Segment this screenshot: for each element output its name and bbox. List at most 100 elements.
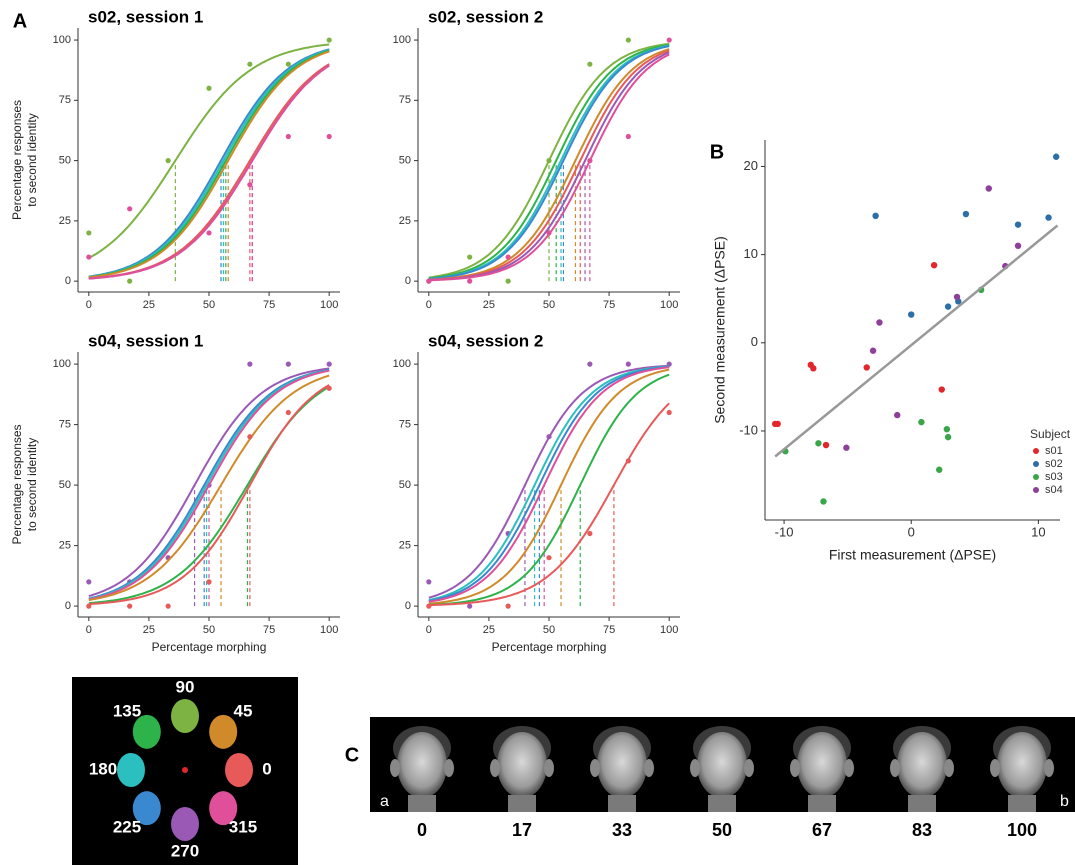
data-point [505, 603, 511, 609]
fit-curve [428, 365, 670, 602]
fit-curve [88, 64, 330, 280]
data-point [165, 158, 171, 164]
fit-curve [88, 43, 330, 260]
fit-curve [428, 368, 670, 605]
y-tick-label: 100 [393, 358, 411, 370]
face-ear [490, 759, 500, 777]
face [897, 732, 947, 798]
legend-swatch [1033, 487, 1039, 493]
data-point [587, 158, 593, 164]
legend-swatch [1033, 474, 1039, 480]
data-point [467, 278, 473, 284]
data-point [587, 361, 593, 367]
y-axis-label: Second measurement (ΔPSE) [712, 236, 728, 424]
data-point [546, 555, 552, 561]
data-point [863, 364, 870, 371]
data-point [86, 603, 92, 609]
color-patch [171, 699, 199, 733]
face [997, 732, 1047, 798]
y-tick-label: 0 [751, 334, 758, 349]
data-point [426, 278, 432, 284]
data-point [1014, 221, 1022, 228]
y-tick-label: 50 [59, 479, 71, 491]
x-tick-label: 75 [263, 624, 275, 636]
end-label: b [1060, 793, 1069, 810]
data-point [908, 311, 915, 318]
data-point [587, 530, 593, 537]
face-ear [744, 759, 754, 777]
data-point [546, 230, 552, 236]
data-point [944, 303, 952, 310]
y-axis-label: Percentage responses [10, 100, 24, 220]
data-point [666, 37, 672, 43]
data-point [206, 230, 212, 236]
y-tick-label: 100 [53, 358, 71, 370]
data-point [127, 206, 133, 212]
fit-curve [428, 364, 670, 599]
x-tick-label: 75 [263, 299, 275, 311]
direction-label: 135 [113, 702, 141, 721]
fit-curve [428, 45, 670, 280]
data-point [426, 603, 432, 609]
data-point [467, 603, 473, 609]
morph-label: 100 [1007, 820, 1037, 840]
x-tick-label: 50 [203, 299, 215, 311]
data-point [962, 210, 970, 218]
fit-curve [88, 374, 330, 602]
fixation-dot [182, 767, 188, 773]
data-point [326, 385, 332, 391]
x-tick-label: 50 [543, 299, 555, 311]
face-ear [944, 759, 954, 777]
y-tick-label: 20 [744, 158, 758, 173]
x-tick-label: 100 [320, 299, 338, 311]
direction-label: 315 [229, 817, 257, 836]
y-tick-label: 50 [59, 155, 71, 167]
x-tick-label: 25 [143, 624, 155, 636]
data-point [843, 444, 850, 451]
x-tick-label: 25 [483, 624, 495, 636]
data-point [426, 579, 432, 585]
face-ear [590, 759, 600, 777]
data-point [938, 386, 945, 393]
morph-label: 50 [712, 820, 732, 840]
panel-label: A [13, 10, 27, 32]
data-point [774, 420, 781, 428]
data-point [587, 61, 593, 67]
y-axis-label: to second identity [25, 438, 39, 531]
y-tick-label: 0 [65, 275, 71, 287]
panel-label: C [345, 744, 359, 766]
face-neck [808, 795, 836, 812]
y-tick-label: 0 [405, 600, 411, 612]
color-patch [132, 791, 161, 826]
color-patch [209, 791, 238, 826]
y-tick-label: 25 [59, 215, 71, 227]
data-point [505, 254, 511, 260]
data-point [165, 603, 171, 609]
x-tick-label: 75 [603, 299, 615, 311]
data-point [546, 158, 552, 164]
face [797, 732, 847, 798]
x-axis-label: Percentage morphing [492, 640, 607, 654]
data-point [815, 440, 822, 447]
fit-curve [428, 366, 670, 603]
direction-label: 270 [171, 841, 199, 860]
morph-label: 33 [612, 820, 632, 840]
y-axis-label: Percentage responses [10, 424, 24, 544]
data-point [546, 434, 552, 440]
x-tick-label: 10 [1031, 524, 1045, 539]
data-point [869, 347, 877, 354]
data-point [505, 278, 511, 284]
y-tick-label: 0 [65, 600, 71, 612]
data-point [666, 361, 672, 367]
face-neck [508, 795, 536, 812]
fit-curve [428, 373, 670, 606]
data-point [127, 278, 133, 284]
data-point [247, 61, 253, 67]
face-ear [990, 759, 1000, 777]
legend-label: s03 [1045, 471, 1063, 483]
face-neck [608, 795, 636, 812]
direction-label: 45 [234, 702, 253, 721]
fit-curve [428, 43, 670, 280]
morph-label: 0 [417, 820, 427, 840]
data-point [625, 37, 631, 43]
